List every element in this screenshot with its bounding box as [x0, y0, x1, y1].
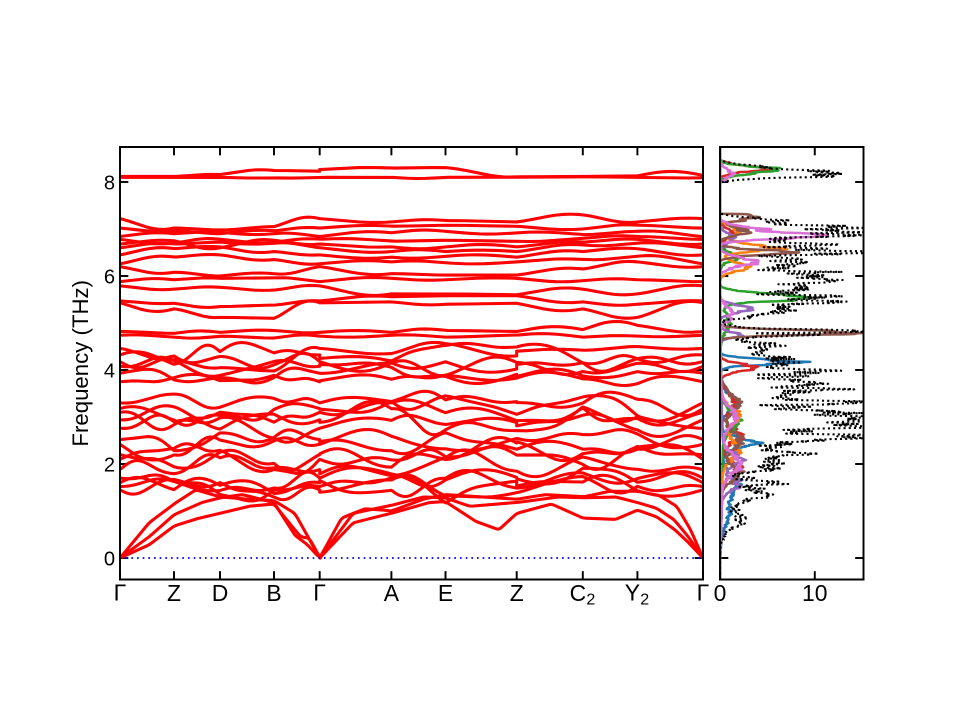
svg-text:4: 4 — [104, 360, 115, 382]
svg-text:6: 6 — [104, 266, 115, 288]
svg-text:D: D — [212, 580, 229, 606]
svg-text:B: B — [266, 580, 281, 606]
svg-text:0: 0 — [714, 580, 727, 606]
svg-text:E: E — [438, 580, 453, 606]
svg-text:Γ: Γ — [114, 580, 127, 606]
svg-text:10: 10 — [802, 580, 827, 606]
svg-text:2: 2 — [104, 454, 115, 476]
svg-text:Frequency (THz): Frequency (THz) — [68, 280, 93, 447]
svg-text:0: 0 — [104, 548, 115, 570]
svg-text:A: A — [384, 580, 400, 606]
svg-text:Γ: Γ — [697, 580, 710, 606]
svg-text:Y 2: Y 2 — [625, 580, 650, 609]
svg-text:C 2: C 2 — [570, 580, 596, 609]
svg-text:8: 8 — [104, 172, 115, 194]
svg-text:Z: Z — [167, 580, 181, 606]
svg-text:Γ: Γ — [313, 580, 326, 606]
svg-text:Z: Z — [510, 580, 524, 606]
